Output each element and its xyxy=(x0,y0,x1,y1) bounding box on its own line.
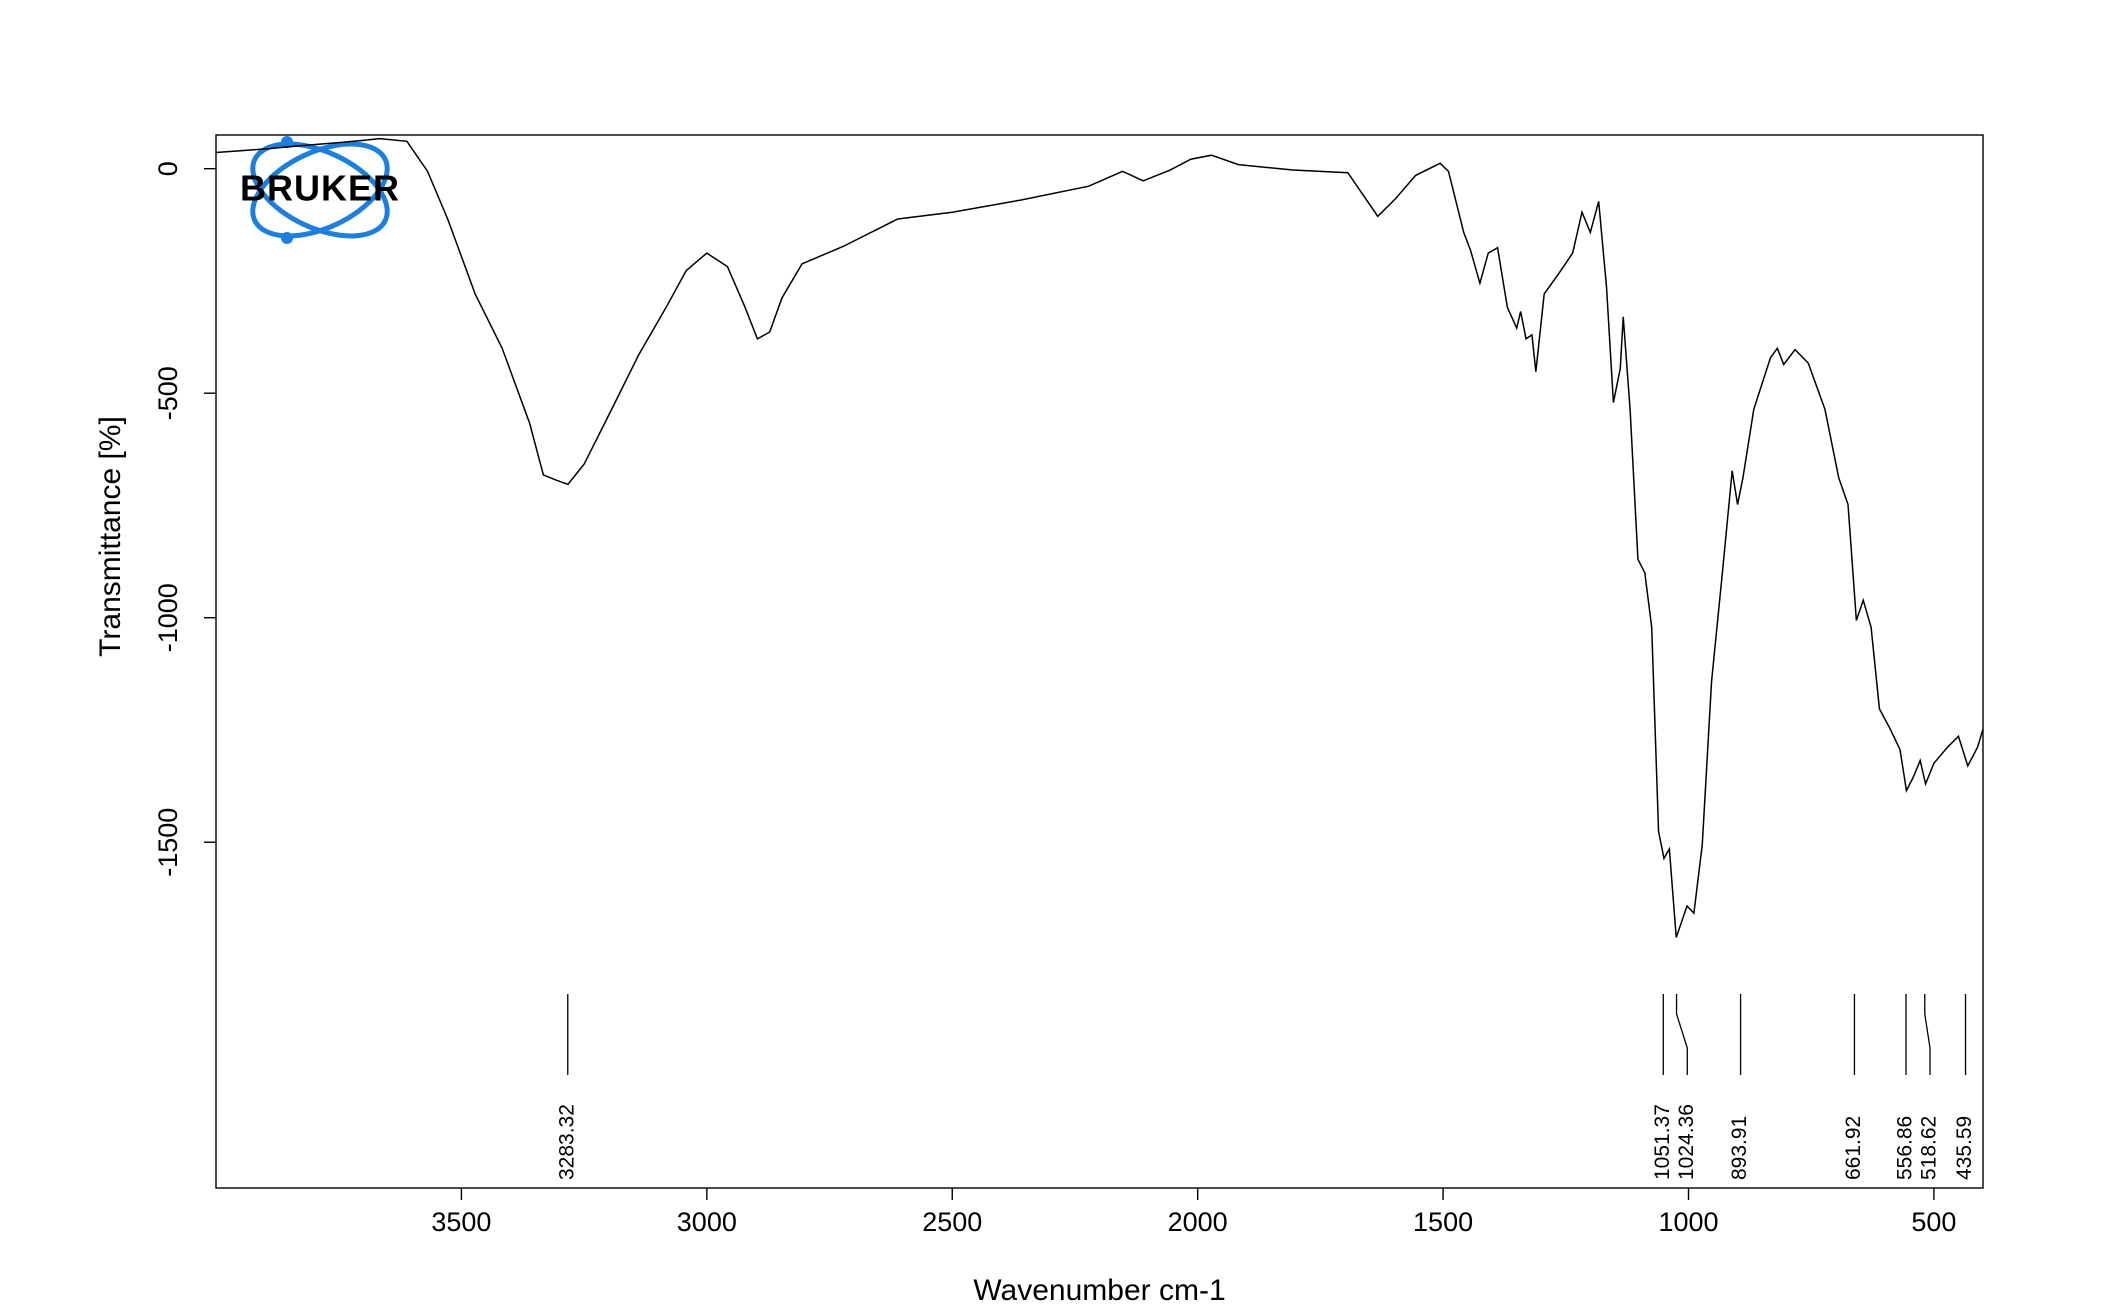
peak-label: 893.91 xyxy=(1728,1116,1751,1180)
y-tick-label: -1500 xyxy=(153,808,183,877)
plot-frame xyxy=(215,134,1984,1189)
x-tick-label: 2500 xyxy=(922,1207,982,1237)
y-tick-label: -500 xyxy=(153,366,183,420)
logo-ring xyxy=(250,141,390,239)
x-tick-label: 500 xyxy=(1911,1207,1956,1237)
x-tick-label: 1000 xyxy=(1658,1207,1718,1237)
logo: BRUKER xyxy=(240,136,400,244)
x-tick-label: 3000 xyxy=(677,1207,737,1237)
peak-label: 3283.32 xyxy=(555,1104,578,1180)
x-tick-label: 1500 xyxy=(1413,1207,1473,1237)
peak-marker xyxy=(1924,994,1931,1075)
y-tick-label: 0 xyxy=(153,161,183,176)
peak-label: 435.59 xyxy=(1953,1116,1976,1180)
y-tick-label: -1000 xyxy=(153,583,183,652)
peak-label: 1024.36 xyxy=(1675,1104,1698,1180)
peak-label: 518.62 xyxy=(1918,1116,1941,1180)
logo-dot xyxy=(281,232,293,244)
logo-dot xyxy=(281,136,293,148)
peak-label: 556.86 xyxy=(1894,1116,1917,1180)
peak-marker xyxy=(1675,994,1688,1075)
peak-label: 661.92 xyxy=(1842,1116,1865,1180)
logo-ring xyxy=(250,141,390,239)
logo-text: BRUKER xyxy=(240,168,400,209)
x-tick-label: 2000 xyxy=(1168,1207,1228,1237)
y-axis-title: Transmittance [%] xyxy=(94,416,127,657)
x-tick-label: 3500 xyxy=(431,1207,491,1237)
peak-label: 1051.37 xyxy=(1651,1104,1674,1180)
spectrum-line xyxy=(215,137,1984,938)
x-axis-title: Wavenumber cm-1 xyxy=(973,1274,1225,1307)
